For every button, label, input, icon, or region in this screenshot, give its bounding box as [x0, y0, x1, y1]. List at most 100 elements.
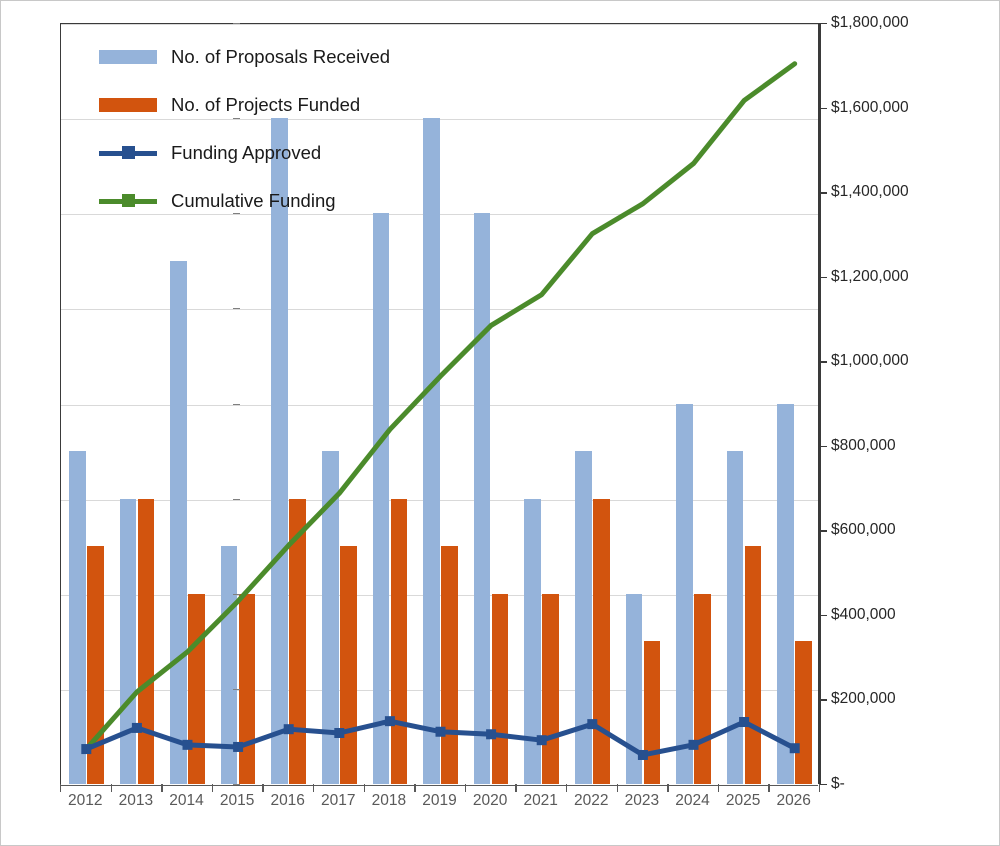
bar-proposals-received[interactable]	[69, 451, 86, 784]
line-funding-approved-point[interactable]	[739, 717, 750, 728]
line-funding-approved-point[interactable]	[435, 726, 446, 737]
bar-projects-funded[interactable]	[340, 546, 357, 784]
bar-projects-funded[interactable]	[137, 498, 155, 784]
line-funding-approved-point[interactable]	[81, 744, 92, 755]
bar-projects-funded[interactable]	[87, 546, 104, 784]
bar-proposals-received[interactable]	[473, 213, 491, 784]
right-axis-tick-mark	[819, 361, 827, 363]
x-axis-tick-mark	[616, 784, 618, 792]
bar-proposals-received[interactable]	[726, 451, 744, 784]
bar-projects-funded[interactable]	[289, 498, 306, 784]
x-axis-tick-mark	[110, 784, 112, 792]
line-funding-approved-point[interactable]	[536, 735, 547, 746]
line-funding-approved-point[interactable]	[637, 749, 648, 760]
x-axis-tick-mark	[211, 784, 214, 792]
x-axis-tick-mark	[768, 784, 770, 792]
bar-projects-funded[interactable]	[593, 498, 610, 784]
line-funding-approved-point[interactable]	[486, 729, 497, 740]
bar-proposals-received[interactable]	[372, 213, 390, 784]
right-axis-tick-label: $1,600,000	[831, 98, 909, 116]
right-axis-tick-mark	[819, 699, 827, 701]
x-axis-tick-mark	[414, 784, 416, 792]
right-axis-tick-label: $200,000	[831, 690, 896, 708]
bar-proposals-received[interactable]	[575, 451, 592, 784]
x-axis-tick-label: 2024	[675, 792, 710, 809]
line-funding-approved-point[interactable]	[182, 739, 193, 750]
line-funding-approved[interactable]	[83, 718, 798, 758]
gridline	[61, 24, 818, 25]
left-axis-tick-mark	[233, 118, 240, 120]
bar-proposals-received[interactable]	[625, 593, 643, 784]
legend-item-funding-approved[interactable]: Funding Approved	[99, 135, 390, 171]
right-axis-line	[819, 23, 821, 785]
line-funding-approved-point[interactable]	[283, 724, 294, 735]
left-axis-tick-mark	[233, 213, 240, 215]
bar-proposals-received[interactable]	[524, 498, 541, 784]
bar-projects-funded[interactable]	[441, 546, 458, 784]
right-axis-tick-label: $400,000	[831, 605, 896, 623]
x-axis-tick-label: 2019	[422, 792, 457, 809]
left-axis-tick-mark	[233, 498, 240, 500]
x-axis-tick-mark	[566, 784, 568, 792]
x-axis-tick-mark	[60, 784, 62, 792]
x-axis-tick-label: 2016	[270, 792, 305, 809]
right-axis-tick-mark	[819, 107, 827, 109]
bar-projects-funded[interactable]	[390, 498, 408, 784]
left-axis-tick-mark	[233, 784, 240, 785]
right-axis-tick-label: $1,800,000	[831, 14, 909, 31]
x-axis-tick-label: 2020	[472, 792, 508, 809]
bar-proposals-received[interactable]	[423, 118, 440, 784]
left-axis-tick-mark	[233, 403, 240, 405]
x-axis-tick-label: 2026	[776, 792, 811, 809]
x-axis-tick-mark	[667, 784, 669, 792]
bar-proposals-received[interactable]	[271, 118, 288, 784]
line-funding-approved-point[interactable]	[131, 722, 142, 733]
bar-proposals-received[interactable]	[777, 403, 794, 784]
bars-group	[61, 24, 818, 784]
right-axis-tick-label: $1,000,000	[831, 352, 909, 370]
line-funding-approved-point[interactable]	[688, 739, 699, 750]
bar-proposals-received[interactable]	[676, 403, 693, 784]
gridline	[61, 785, 818, 787]
plot-area	[60, 23, 819, 787]
bar-proposals-received[interactable]	[322, 451, 339, 784]
x-axis-tick-label: 2022	[574, 792, 609, 809]
line-funding-approved-point[interactable]	[789, 743, 800, 754]
line-cumulative-funding[interactable]	[83, 61, 798, 752]
x-axis-tick-mark	[464, 784, 467, 792]
x-axis-tick-mark	[363, 784, 365, 792]
x-axis-tick-mark	[717, 784, 720, 792]
bar-proposals-received[interactable]	[119, 498, 137, 784]
right-axis-tick-mark	[819, 192, 827, 194]
legend-label-cumulative-funding: Cumulative Funding	[171, 190, 336, 211]
x-axis-tick-label: 2013	[118, 792, 154, 809]
line-funding-approved-point[interactable]	[384, 716, 395, 727]
x-axis-tick-mark	[515, 784, 517, 792]
x-axis-tick-mark	[313, 784, 315, 792]
legend-item-proposals[interactable]: No. of Proposals Received	[99, 39, 390, 75]
legend-item-funded[interactable]: No. of Projects Funded	[99, 87, 390, 123]
legend-swatch-proposals	[99, 39, 157, 75]
line-funding-approved-point[interactable]	[233, 741, 244, 752]
legend-item-cumulative-funding[interactable]: Cumulative Funding	[99, 183, 390, 219]
x-axis-tick-mark	[262, 784, 264, 792]
right-axis-tick-mark	[819, 23, 827, 25]
x-axis-tick-label: 2018	[371, 792, 407, 809]
lines-group	[81, 61, 800, 760]
right-axis-tick-mark	[819, 530, 827, 532]
line-funding-approved-point[interactable]	[587, 719, 598, 730]
right-axis-tick-label: $1,200,000	[831, 267, 909, 285]
bar-projects-funded[interactable]	[238, 593, 256, 784]
left-axis-tick-mark	[233, 593, 240, 595]
x-axis-tick-label: 2015	[219, 792, 255, 809]
bar-projects-funded[interactable]	[643, 641, 661, 784]
chart-legend: No. of Proposals Received No. of Project…	[99, 39, 390, 231]
line-funding-approved-point[interactable]	[334, 728, 345, 738]
legend-label-proposals: No. of Proposals Received	[171, 46, 391, 67]
right-axis-tick-label: $1,400,000	[831, 183, 909, 201]
x-axis-tick-mark	[819, 784, 821, 792]
right-axis-tick-mark	[819, 276, 827, 279]
x-axis-tick-label: 2023	[624, 792, 660, 809]
right-axis-tick-mark	[819, 614, 827, 617]
